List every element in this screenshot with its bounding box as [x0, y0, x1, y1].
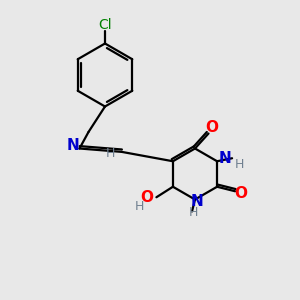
Text: Cl: Cl [98, 18, 112, 32]
Text: H: H [189, 206, 198, 220]
Text: N: N [67, 138, 79, 153]
Text: H: H [106, 147, 115, 160]
Text: N: N [190, 194, 203, 209]
Text: H: H [134, 200, 144, 213]
Text: O: O [234, 186, 247, 201]
Text: O: O [140, 190, 153, 205]
Text: O: O [205, 120, 218, 135]
Text: H: H [235, 158, 244, 171]
Text: N: N [219, 151, 231, 166]
